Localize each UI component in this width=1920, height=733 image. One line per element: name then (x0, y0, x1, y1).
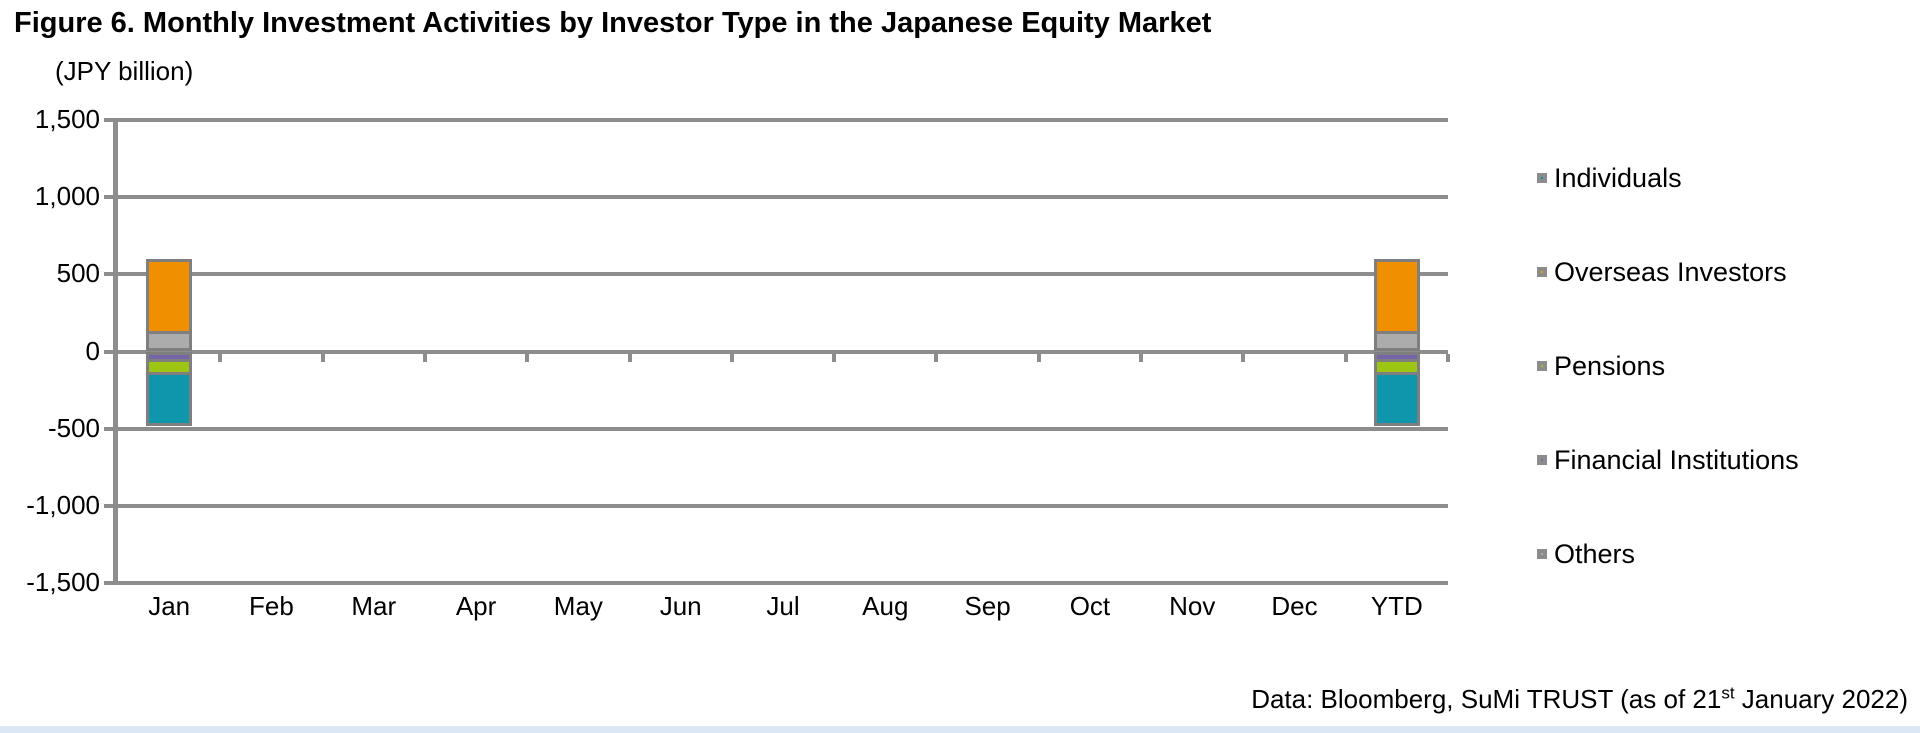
x-axis-tick (1036, 353, 1041, 362)
x-axis-tick (422, 353, 427, 362)
legend-item-pensions: Pensions (1537, 350, 1799, 381)
gridline-500 (118, 272, 1448, 277)
legend-label: Individuals (1554, 162, 1682, 193)
legend-swatch-icon (1537, 173, 1547, 183)
y-tick-label: 0 (85, 335, 100, 366)
legend-label: Financial Institutions (1554, 444, 1799, 475)
x-tick-label-sep: Sep (964, 591, 1011, 621)
x-axis-tick (934, 353, 939, 362)
y-axis-tick-500 (104, 272, 113, 277)
x-tick-label-nov: Nov (1169, 591, 1216, 621)
plot-area (104, 118, 1450, 585)
y-axis-tick-1,500 (104, 118, 113, 122)
legend-label: Others (1554, 538, 1636, 569)
legend-swatch-icon (1537, 455, 1547, 465)
y-axis-line (113, 118, 118, 585)
x-axis-tick (1139, 353, 1144, 362)
y-tick-label: -500 (47, 412, 100, 443)
y-axis-unit-label: (JPY billion) (55, 56, 194, 86)
gridline-1,000 (118, 195, 1448, 200)
x-tick-label-feb: Feb (249, 591, 294, 621)
x-tick-label-oct: Oct (1069, 591, 1111, 621)
figure-title: Figure 6. Monthly Investment Activities … (14, 7, 1212, 39)
x-tick-label-aug: Aug (862, 591, 909, 621)
bar-segment-individuals-ytd (1373, 372, 1420, 427)
y-axis-tick-1,000 (104, 195, 113, 200)
gridline--1,500 (118, 581, 1448, 585)
legend-label: Overseas Investors (1554, 256, 1787, 287)
x-tick-label-ytd: YTD (1370, 591, 1423, 621)
x-tick-label-dec: Dec (1271, 591, 1318, 621)
x-tick-label-may: May (553, 591, 603, 621)
y-tick-label: 1,500 (34, 104, 100, 134)
y-axis-tick--1,000 (104, 503, 113, 508)
gridline--500 (118, 426, 1448, 431)
y-tick-label: 1,000 (34, 181, 100, 212)
x-tick-label-jan: Jan (148, 591, 191, 621)
source-caption-prefix: Data: Bloomberg, SuMi TRUST (as of 21 (1251, 684, 1722, 714)
gridline-1,500 (118, 118, 1448, 122)
y-axis-tick-0 (104, 349, 113, 354)
x-axis-tick (320, 353, 325, 362)
x-axis-tick (627, 353, 632, 362)
source-caption-superscript: st (1721, 683, 1735, 703)
x-axis-tick (1343, 353, 1348, 362)
x-axis-tick (218, 353, 223, 362)
x-axis-tick (729, 353, 734, 362)
page-bottom-strip (0, 726, 1920, 733)
legend-label: Pensions (1554, 350, 1666, 381)
x-tick-label-apr: Apr (455, 591, 497, 621)
y-tick-label: -1,000 (26, 489, 100, 520)
bar-segment-individuals-jan (146, 372, 193, 427)
source-caption-suffix: January 2022) (1734, 684, 1908, 714)
y-tick-label: -1,500 (26, 567, 100, 597)
y-tick-label: 500 (56, 258, 100, 289)
x-tick-label-jul: Jul (766, 591, 800, 621)
y-axis-tick--1,500 (104, 581, 113, 585)
x-axis-tick (525, 353, 530, 362)
legend-item-individuals: Individuals (1537, 162, 1799, 193)
chart-legend: Individuals Overseas Investors Pensions Fin… (1537, 162, 1799, 569)
legend-swatch-icon (1537, 549, 1547, 559)
x-axis-tick (832, 353, 837, 362)
x-tick-label-mar: Mar (351, 591, 397, 621)
gridline-0 (118, 349, 1448, 354)
bar-segment-others-jan (146, 331, 193, 352)
legend-item-others: Others (1537, 538, 1799, 569)
y-axis-tick--500 (104, 426, 113, 431)
bar-segment-others-ytd (1373, 331, 1420, 352)
x-axis-tick (1446, 353, 1450, 362)
bar-segment-overseas-investors-jan (146, 258, 193, 335)
x-tick-label-jun: Jun (659, 591, 702, 621)
legend-swatch-icon (1537, 361, 1547, 371)
source-caption: Data: Bloomberg, SuMi TRUST (as of 21st … (1251, 684, 1908, 715)
legend-item-overseas-investors: Overseas Investors (1537, 256, 1799, 287)
bar-segment-overseas-investors-ytd (1373, 258, 1420, 335)
gridline--1,000 (118, 503, 1448, 508)
legend-item-financial-institutions: Financial Institutions (1537, 444, 1799, 475)
x-axis-tick (1241, 353, 1246, 362)
legend-swatch-icon (1537, 267, 1547, 277)
